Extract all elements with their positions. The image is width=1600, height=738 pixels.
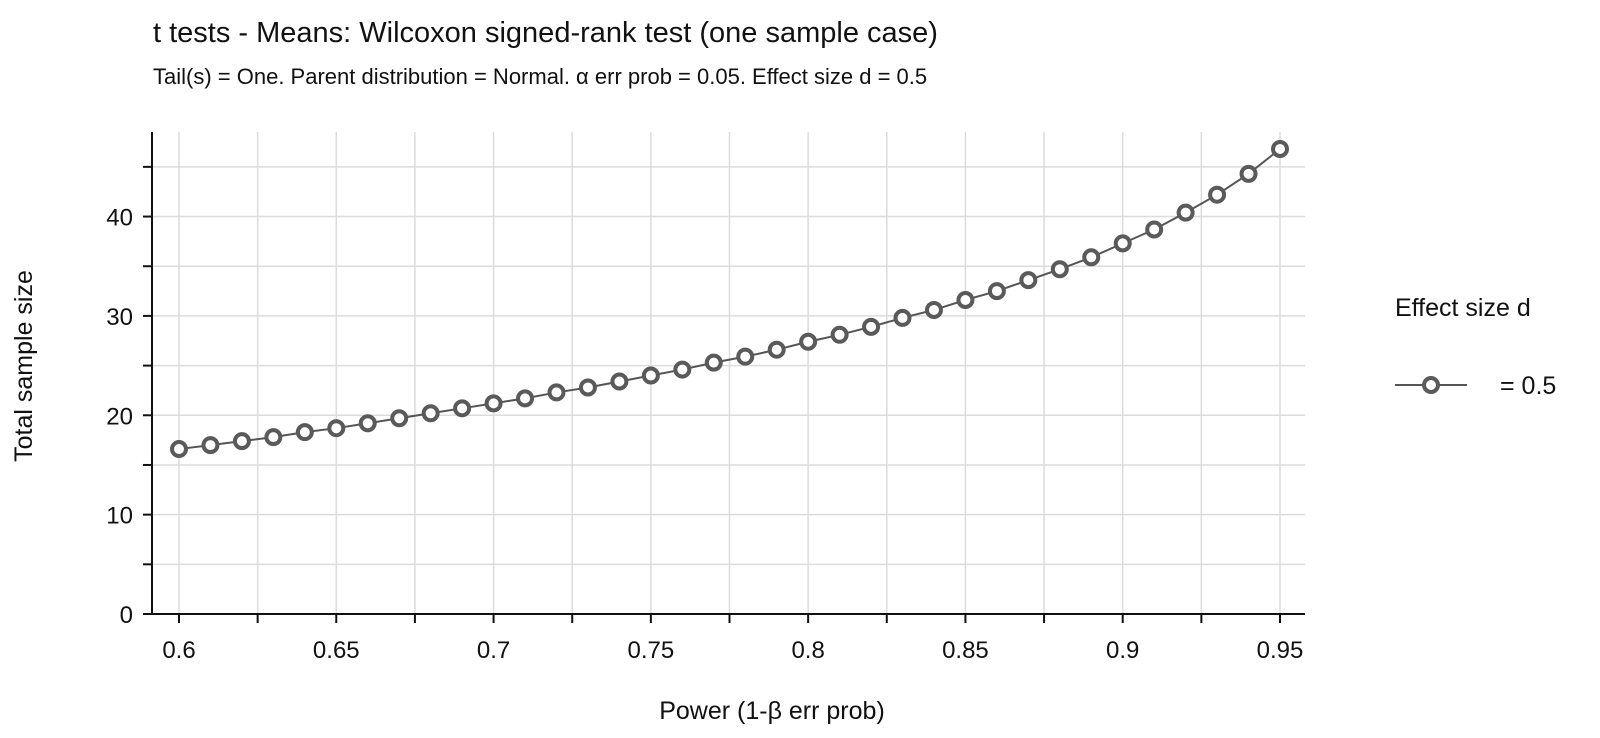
y-tick-label: 40	[106, 205, 133, 232]
data-point	[516, 389, 535, 408]
data-point	[390, 409, 409, 428]
data-point	[987, 282, 1006, 301]
data-point	[1208, 185, 1227, 204]
data-point	[736, 347, 755, 366]
data-point	[327, 419, 346, 438]
legend-label: = 0.5	[1500, 372, 1556, 400]
x-tick-label: 0.85	[942, 637, 989, 664]
data-point	[578, 378, 597, 397]
data-point	[1239, 164, 1258, 183]
data-point	[1271, 139, 1289, 158]
x-tick-label: 0.65	[313, 637, 360, 664]
y-axis-label: Total sample size	[10, 270, 38, 462]
chart-title: t tests - Means: Wilcoxon signed-rank te…	[153, 17, 938, 49]
data-point	[1050, 260, 1069, 279]
legend-title: Effect size d	[1395, 294, 1531, 322]
data-point	[1176, 203, 1195, 222]
data-point	[862, 317, 881, 336]
data-point	[264, 428, 283, 447]
data-point	[673, 360, 692, 379]
data-point	[170, 440, 188, 459]
grid-lines	[152, 132, 1305, 614]
data-point	[201, 436, 220, 455]
data-point	[1082, 248, 1101, 267]
x-tick-label: 0.75	[627, 637, 674, 664]
x-tick-label: 0.7	[477, 637, 510, 664]
x-tick-label: 0.95	[1257, 637, 1304, 664]
legend: Effect size d = 0.5	[1395, 294, 1556, 400]
y-tick-label: 10	[106, 503, 133, 530]
data-point	[421, 404, 440, 423]
data-point	[610, 372, 629, 391]
chart-subtitle: Tail(s) = One. Parent distribution = Nor…	[153, 64, 927, 89]
legend-marker-swatch	[1422, 376, 1440, 394]
data-point	[1145, 220, 1164, 239]
y-tick-label: 20	[106, 403, 133, 430]
x-axis-label: Power (1-β err prob)	[659, 697, 885, 725]
data-point	[358, 414, 377, 433]
axes: 0.6 0.65 0.7 0.75 0.8 0.85 0.9 0.95 0 10 20 30 40	[106, 132, 1305, 664]
x-tick-label: 0.9	[1106, 637, 1139, 664]
data-point	[893, 308, 912, 327]
x-tick-label: 0.8	[791, 637, 824, 664]
data-series	[170, 139, 1289, 459]
data-point	[830, 325, 849, 344]
data-point	[484, 394, 503, 413]
data-point	[956, 291, 975, 310]
data-point	[767, 340, 786, 359]
data-point	[453, 399, 472, 418]
y-tick-label: 30	[106, 304, 133, 331]
data-point	[232, 432, 251, 451]
y-tick-label: 0	[120, 602, 133, 629]
data-point	[547, 383, 566, 402]
data-point	[924, 300, 943, 319]
data-point	[1019, 271, 1038, 290]
data-point	[295, 423, 314, 442]
data-point	[704, 353, 723, 372]
data-point	[799, 332, 818, 351]
data-point	[1113, 234, 1132, 253]
data-point	[641, 366, 660, 385]
x-tick-label: 0.6	[162, 637, 195, 664]
